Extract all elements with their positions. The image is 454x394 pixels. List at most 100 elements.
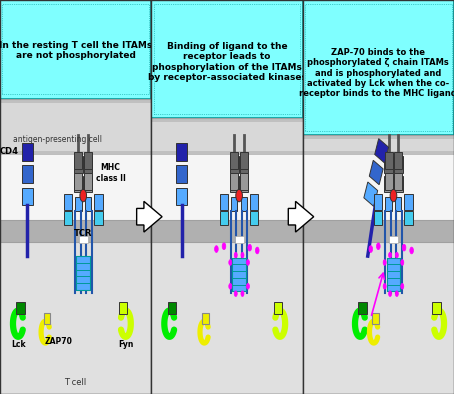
FancyArrow shape: [288, 201, 314, 232]
Bar: [119, 302, 128, 314]
Bar: [0, 103, 151, 151]
Bar: [220, 194, 228, 210]
Circle shape: [390, 190, 397, 202]
Bar: [168, 302, 176, 314]
Bar: [230, 156, 239, 173]
Bar: [2, 4, 149, 94]
Circle shape: [222, 243, 226, 250]
Bar: [64, 194, 72, 210]
Polygon shape: [369, 160, 383, 185]
Text: ZAP70: ZAP70: [45, 337, 73, 346]
Circle shape: [247, 284, 249, 289]
Bar: [74, 152, 82, 169]
Text: ZAP-70 binds to the
phosphorylated ζ chain ITAMs
and is phosphorylated and
activ: ZAP-70 binds to the phosphorylated ζ cha…: [300, 48, 454, 98]
Bar: [250, 194, 258, 210]
Circle shape: [401, 260, 404, 265]
Bar: [395, 152, 402, 169]
Circle shape: [248, 244, 252, 251]
Bar: [232, 258, 246, 291]
Circle shape: [241, 291, 244, 296]
Text: Lck: Lck: [11, 340, 25, 349]
Bar: [85, 197, 91, 211]
Bar: [176, 188, 187, 205]
Circle shape: [229, 260, 232, 265]
Bar: [240, 176, 248, 193]
Circle shape: [229, 284, 232, 289]
Circle shape: [402, 244, 406, 251]
Bar: [385, 173, 393, 190]
Text: CD4: CD4: [0, 147, 19, 156]
Bar: [94, 211, 103, 225]
Text: MHC
class II: MHC class II: [95, 164, 125, 183]
Text: TCR: TCR: [74, 229, 93, 238]
Circle shape: [395, 252, 398, 258]
Bar: [22, 143, 33, 161]
Bar: [240, 173, 248, 190]
Bar: [74, 176, 83, 193]
Bar: [64, 211, 72, 225]
Circle shape: [401, 284, 404, 289]
Bar: [94, 194, 103, 210]
Bar: [153, 4, 301, 114]
Bar: [389, 236, 398, 243]
Bar: [303, 139, 454, 151]
Bar: [151, 219, 303, 242]
Bar: [303, 242, 454, 394]
Bar: [176, 143, 187, 161]
Bar: [405, 211, 413, 225]
Bar: [84, 176, 93, 193]
Bar: [0, 155, 151, 219]
Bar: [394, 176, 403, 193]
Circle shape: [80, 190, 87, 202]
Bar: [230, 176, 239, 193]
Bar: [151, 123, 303, 151]
Bar: [231, 197, 237, 211]
Bar: [22, 165, 33, 183]
Bar: [76, 256, 90, 290]
Bar: [384, 176, 393, 193]
Bar: [84, 173, 92, 190]
Bar: [151, 242, 303, 394]
Bar: [385, 197, 392, 211]
Circle shape: [383, 284, 386, 289]
Circle shape: [389, 252, 392, 258]
Circle shape: [234, 252, 237, 258]
Bar: [394, 156, 403, 173]
Bar: [75, 197, 82, 211]
Text: Binding of ligand to the
receptor leads to
phosphorylation of the ITAMs
by recep: Binding of ligand to the receptor leads …: [148, 42, 306, 82]
Circle shape: [236, 190, 242, 202]
Circle shape: [234, 291, 237, 296]
Bar: [74, 156, 83, 173]
Bar: [395, 173, 402, 190]
Bar: [176, 165, 187, 183]
Bar: [374, 211, 382, 225]
Bar: [303, 219, 454, 242]
Bar: [372, 313, 379, 324]
Bar: [241, 197, 247, 211]
Text: In the resting T cell the ITAMs
are not phosphorylated: In the resting T cell the ITAMs are not …: [0, 41, 152, 60]
Bar: [0, 98, 151, 155]
Bar: [0, 242, 151, 394]
Bar: [0, 0, 151, 98]
Bar: [79, 236, 88, 243]
Circle shape: [256, 247, 259, 254]
Bar: [235, 236, 244, 243]
Bar: [405, 194, 413, 210]
Polygon shape: [375, 139, 389, 163]
Text: T cell: T cell: [64, 378, 87, 387]
Bar: [230, 173, 238, 190]
Polygon shape: [364, 182, 378, 206]
Circle shape: [395, 291, 398, 296]
Circle shape: [376, 243, 380, 250]
Bar: [303, 135, 454, 155]
FancyArrow shape: [137, 201, 162, 232]
Bar: [230, 152, 238, 169]
Bar: [374, 194, 382, 210]
Bar: [220, 211, 228, 225]
Bar: [151, 155, 303, 219]
Circle shape: [383, 260, 386, 265]
Bar: [358, 302, 367, 314]
Text: Fyn: Fyn: [118, 340, 133, 349]
Bar: [84, 156, 93, 173]
Bar: [305, 4, 452, 131]
